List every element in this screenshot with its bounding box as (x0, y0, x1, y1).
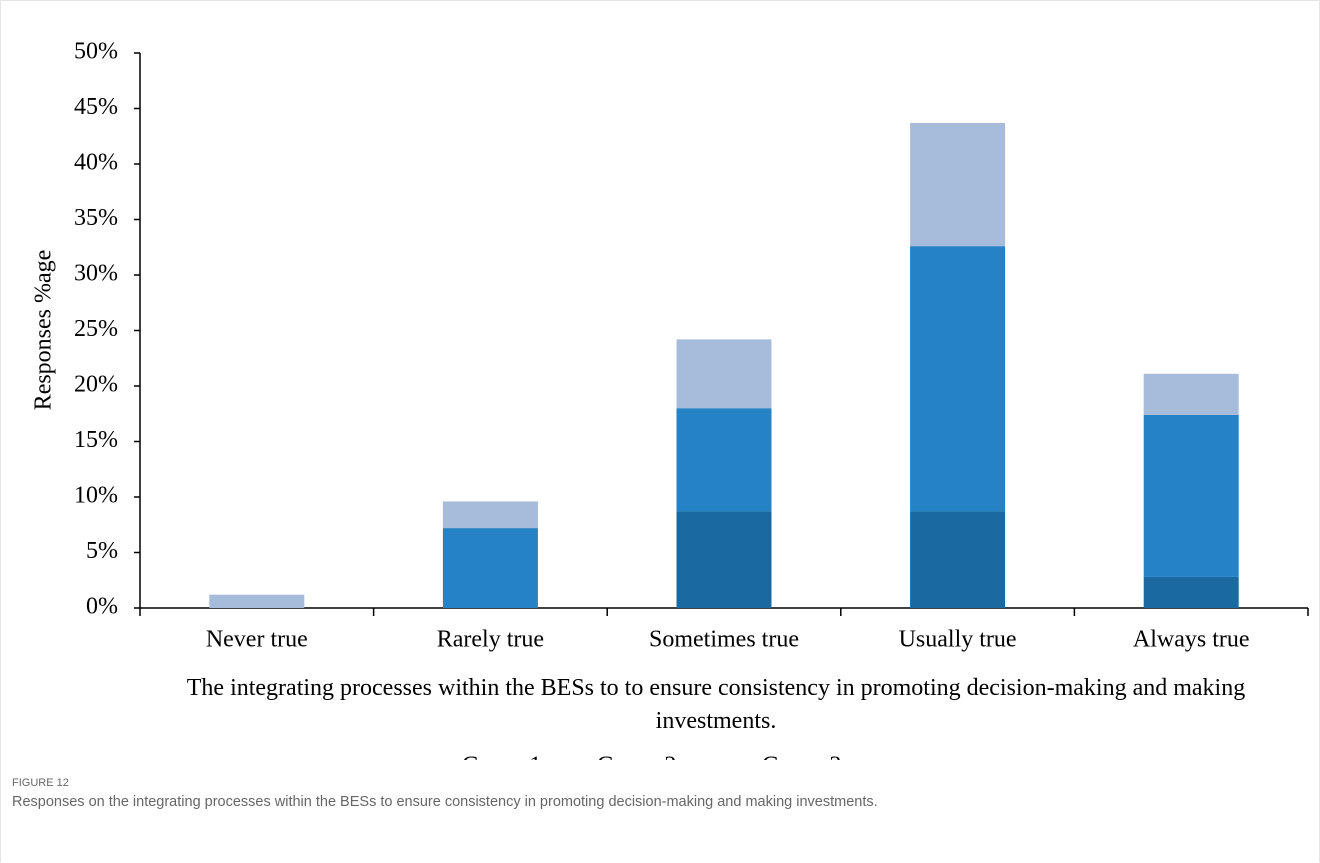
x-tick-label: Always true (1133, 627, 1250, 653)
bar-segment (209, 594, 305, 608)
x-axis-title: The integrating processes within the BES… (186, 675, 1246, 734)
y-tick-label: 20% (74, 372, 118, 398)
bar-segment (1143, 414, 1239, 577)
y-tick-label: 35% (74, 205, 118, 231)
y-tick-label: 40% (74, 150, 118, 176)
bar-segment (1143, 373, 1239, 415)
bar-segment (1143, 576, 1239, 608)
bar-segment (910, 246, 1006, 512)
legend-label: Group 2 (597, 753, 676, 761)
bar-segment (910, 122, 1006, 247)
figure-caption: Responses on the integrating processes w… (12, 794, 878, 810)
chart: Responses %age 0% 5% 10% 15% 20% 25% 30% 35% 40%… (31, 39, 1309, 761)
x-tick-label: Rarely true (437, 627, 544, 653)
x-tick-label: Sometimes true (649, 627, 799, 653)
legend-label: Group 1 (462, 753, 541, 761)
y-tick-label: 15% (74, 427, 118, 453)
y-tick-label: 45% (74, 94, 118, 120)
bar-segment (676, 408, 772, 512)
bar-segment (676, 511, 772, 608)
y-tick-label: 25% (74, 316, 118, 342)
figure-label: FIGURE 12 (12, 777, 69, 789)
y-tick-label: 30% (74, 261, 118, 287)
x-tick-label: Never true (206, 627, 308, 653)
bar-segment (442, 501, 538, 529)
y-tick-label: 0% (86, 594, 118, 620)
y-tick-label: 5% (86, 538, 118, 564)
y-axis-title: Responses %age (31, 250, 57, 411)
y-tick-label: 10% (74, 483, 118, 509)
y-tick-label: 50% (74, 39, 118, 65)
bar-segment (676, 339, 772, 409)
bar-segment (442, 528, 538, 608)
legend-label: Group 3 (762, 753, 841, 761)
x-tick-label: Usually true (899, 627, 1017, 653)
bar-segment (910, 511, 1006, 608)
